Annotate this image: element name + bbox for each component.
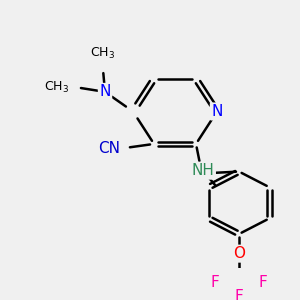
Text: NH: NH [192, 163, 214, 178]
Text: F: F [211, 275, 219, 290]
Text: O: O [233, 246, 245, 261]
Text: F: F [259, 275, 267, 290]
Text: CN: CN [98, 141, 120, 156]
Text: N: N [99, 84, 111, 99]
Text: F: F [235, 289, 243, 300]
Text: N: N [211, 104, 223, 119]
Text: CH$_3$: CH$_3$ [44, 80, 69, 95]
Text: CH$_3$: CH$_3$ [90, 46, 116, 61]
